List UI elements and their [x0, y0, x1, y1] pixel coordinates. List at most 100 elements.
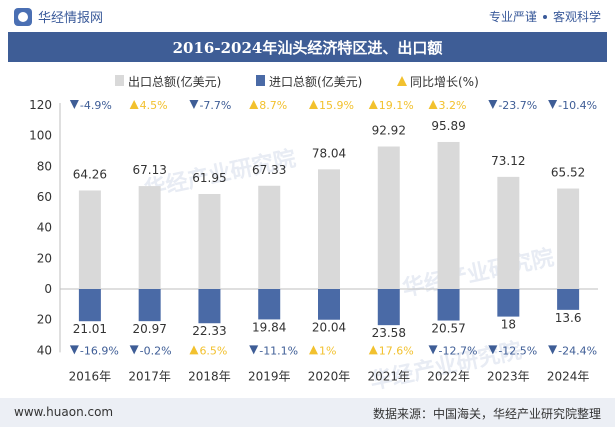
- footer-source: 数据来源：中国海关，华经产业研究院整理: [372, 407, 601, 421]
- export-growth-label: -7.7%: [199, 99, 231, 112]
- import-growth-label: -16.9%: [80, 344, 119, 357]
- export-bar-label: 65.52: [551, 166, 585, 180]
- growth-up-triangle-icon: [309, 100, 318, 109]
- import-growth-label: 6.5%: [199, 344, 227, 357]
- import-bar-label: 18: [501, 318, 516, 332]
- import-bar: [258, 289, 281, 320]
- export-growth-label: -10.4%: [558, 99, 597, 112]
- growth-up-triangle-icon: [368, 100, 378, 109]
- x-tick-label: 2018年: [188, 369, 231, 383]
- growth-down-triangle-icon: [129, 345, 139, 355]
- export-growth-label: 4.5%: [140, 99, 168, 112]
- import-growth-label: -0.2%: [140, 344, 172, 357]
- x-tick-label: 2022年: [427, 369, 470, 383]
- growth-up-triangle-icon: [129, 100, 139, 109]
- growth-down-triangle-icon: [488, 345, 498, 355]
- import-bar-label: 23.58: [372, 326, 406, 340]
- y-tick-label: 40: [37, 221, 52, 235]
- x-tick-label: 2024年: [547, 369, 590, 383]
- export-bar: [557, 188, 580, 289]
- export-growth-label: -4.9%: [80, 99, 112, 112]
- export-bar-label: 95.89: [431, 119, 465, 133]
- export-bar-label: 67.33: [252, 163, 286, 177]
- growth-up-triangle-icon: [428, 100, 438, 109]
- export-growth-label: 15.9%: [319, 99, 354, 112]
- export-bar-label: 78.04: [312, 146, 346, 160]
- x-tick-label: 2019年: [248, 369, 291, 383]
- export-bar-label: 64.26: [73, 167, 107, 181]
- export-bar: [377, 146, 400, 289]
- import-bar: [437, 289, 460, 321]
- x-tick-label: 2020年: [308, 369, 351, 383]
- y-tick-label: 80: [37, 159, 52, 173]
- growth-down-triangle-icon: [428, 345, 438, 355]
- import-bar-label: 22.33: [192, 324, 226, 338]
- legend-swatch-1: [115, 75, 124, 86]
- chart-title: 2016-2024年汕头经济特区进、出口额: [172, 38, 443, 57]
- import-growth-label: -11.1%: [259, 344, 298, 357]
- import-bar-label: 20.04: [312, 321, 346, 335]
- export-bar: [318, 169, 340, 289]
- export-bar-label: 67.13: [132, 163, 166, 177]
- growth-down-triangle-icon: [488, 100, 498, 109]
- legend-swatch-2: [256, 75, 265, 86]
- footer: www.huaon.com 数据来源：中国海关，华经产业研究院整理: [0, 398, 615, 427]
- growth-up-triangle-icon: [309, 345, 318, 355]
- import-bar-label: 21.01: [73, 322, 107, 336]
- brand-name: 华经情报网: [38, 11, 104, 26]
- export-bar-label: 61.95: [192, 171, 226, 185]
- import-growth-label: -12.7%: [439, 344, 478, 357]
- x-tick-label: 2017年: [128, 369, 171, 383]
- growth-down-triangle-icon: [69, 345, 79, 355]
- growth-down-triangle-icon: [69, 100, 79, 109]
- y-tick-label: 120: [29, 98, 52, 112]
- y-tick-label: 0: [44, 282, 52, 296]
- legend-label-2: 进口总额(亿美元): [269, 74, 362, 89]
- growth-up-triangle-icon: [249, 100, 259, 109]
- top-bar: 华经情报网 专业严谨 客观科学: [0, 0, 615, 32]
- export-growth-label: 19.1%: [379, 99, 414, 112]
- growth-up-triangle-icon: [368, 345, 378, 355]
- tagline-left: 专业严谨: [488, 10, 537, 24]
- legend-triangle-icon: [397, 76, 407, 86]
- y-tick-label: 60: [37, 190, 52, 204]
- export-bar-label: 92.92: [372, 124, 406, 138]
- import-bar: [138, 289, 161, 322]
- tagline-right: 客观科学: [552, 10, 601, 24]
- export-growth-label: 3.2%: [439, 99, 467, 112]
- tagline: 专业严谨 客观科学: [489, 8, 601, 25]
- y-tick-label: 20: [37, 313, 52, 327]
- import-bar-label: 19.84: [252, 320, 286, 334]
- growth-up-triangle-icon: [189, 345, 199, 355]
- y-tick-label: 20: [37, 251, 52, 265]
- import-bar: [198, 289, 221, 324]
- legend-label-3: 同比增长(%): [410, 75, 479, 89]
- export-bar: [437, 141, 460, 289]
- import-growth-label: 1%: [319, 344, 336, 357]
- huajing-logo-icon: [14, 7, 32, 26]
- export-bar: [258, 185, 281, 289]
- y-tick-label: 40: [37, 343, 52, 357]
- legend-label-1: 出口总额(亿美元): [128, 74, 221, 89]
- export-bar: [198, 194, 221, 289]
- growth-down-triangle-icon: [249, 345, 259, 355]
- watermark-text: 华经产业研究院: [400, 244, 556, 301]
- separator-dot-icon: [542, 14, 547, 19]
- x-tick-label: 2021年: [368, 369, 411, 383]
- import-bar: [377, 289, 400, 326]
- x-tick-label: 2023年: [487, 369, 530, 383]
- import-bar-label: 20.97: [132, 322, 166, 336]
- export-bar: [497, 176, 520, 289]
- export-growth-label: -23.7%: [498, 99, 537, 112]
- export-growth-label: 8.7%: [259, 99, 287, 112]
- import-growth-label: -24.4%: [558, 344, 597, 357]
- import-bar: [78, 289, 101, 322]
- y-tick-label: 100: [29, 129, 52, 143]
- footer-website[interactable]: www.huaon.com: [14, 405, 114, 419]
- import-bar: [557, 289, 580, 310]
- growth-down-triangle-icon: [548, 345, 558, 355]
- brand[interactable]: 华经情报网: [14, 7, 103, 26]
- title-band: 2016-2024年汕头经济特区进、出口额: [8, 32, 607, 62]
